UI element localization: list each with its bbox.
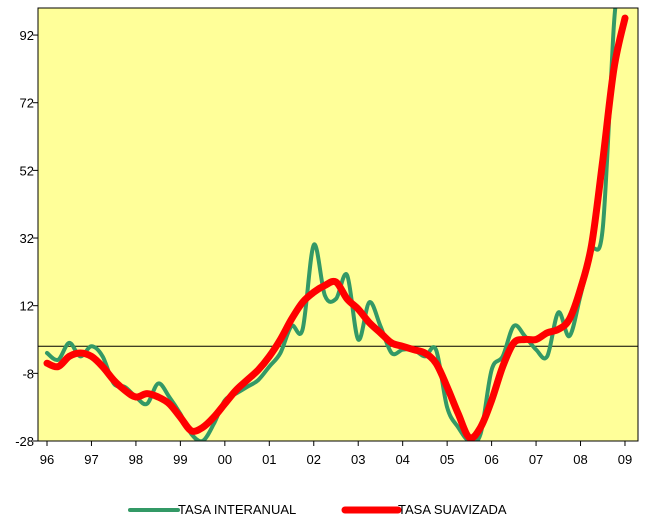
legend-label: TASA INTERANUAL <box>178 502 296 517</box>
x-tick-label: 96 <box>40 452 54 467</box>
x-tick-label: 02 <box>307 452 321 467</box>
legend-label: TASA SUAVIZADA <box>398 502 507 517</box>
x-tick-label: 04 <box>395 452 409 467</box>
y-tick-label: -28 <box>15 434 34 449</box>
y-tick-label: 52 <box>20 163 34 178</box>
y-tick-label: 12 <box>20 299 34 314</box>
legend: TASA INTERANUAL TASA SUAVIZADA <box>128 502 507 517</box>
x-tick-label: 03 <box>351 452 365 467</box>
series-line-tasa-suavizada <box>43 14 629 441</box>
plot-background <box>38 8 638 441</box>
x-tick-label: 01 <box>262 452 276 467</box>
x-tick-label: 99 <box>173 452 187 467</box>
x-tick-label: 97 <box>84 452 98 467</box>
x-tick-label: 06 <box>484 452 498 467</box>
x-tick-label: 07 <box>529 452 543 467</box>
x-tick-label: 00 <box>218 452 232 467</box>
y-tick-label: 32 <box>20 231 34 246</box>
x-tick-label: 09 <box>618 452 632 467</box>
series-group <box>43 8 629 441</box>
y-tick-label: -8 <box>22 366 34 381</box>
y-tick-label: 72 <box>20 96 34 111</box>
y-tick-label: 92 <box>20 28 34 43</box>
x-tick-label: 98 <box>129 452 143 467</box>
x-tick-label: 08 <box>573 452 587 467</box>
plot-border <box>37 7 639 442</box>
axes-group: -28 -8 12 32 52 72 92 96 97 98 99 00 01 02 03 04 05 06 07 0… <box>15 28 632 467</box>
x-tick-label: 05 <box>440 452 454 467</box>
